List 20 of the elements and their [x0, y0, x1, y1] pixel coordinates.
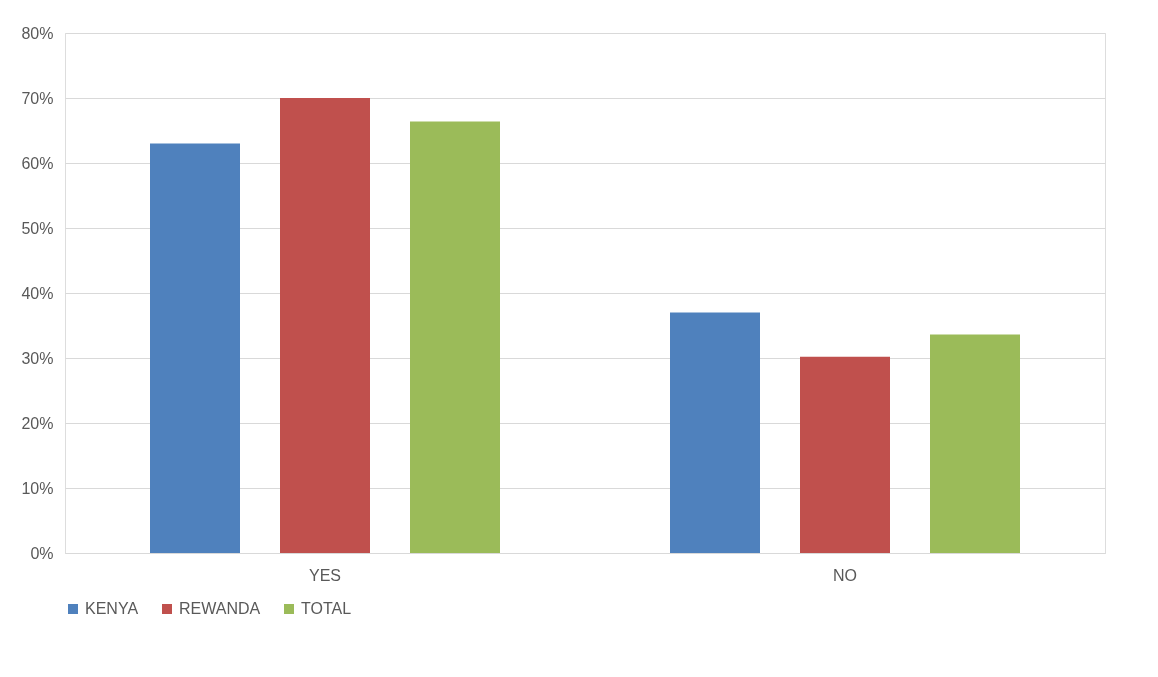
- y-tick-label: 20%: [21, 414, 54, 432]
- legend-label: REWANDA: [179, 600, 261, 617]
- bar: [280, 98, 370, 553]
- y-tick-label: 70%: [21, 89, 54, 107]
- bar: [670, 312, 760, 553]
- y-tick-label: 80%: [21, 24, 54, 42]
- y-tick-label: 30%: [21, 349, 54, 367]
- x-tick-label: NO: [833, 566, 857, 584]
- bar: [410, 121, 500, 553]
- y-tick-label: 40%: [21, 284, 54, 302]
- legend-label: KENYA: [85, 600, 139, 617]
- bar: [930, 334, 1020, 553]
- bar: [150, 143, 240, 553]
- x-tick-label: YES: [308, 566, 342, 584]
- bar: [800, 356, 890, 553]
- legend-label: TOTAL: [301, 600, 352, 617]
- y-tick-label: 0%: [30, 544, 54, 562]
- y-tick-label: 10%: [21, 479, 54, 497]
- y-tick-label: 60%: [21, 154, 54, 172]
- y-tick-label: 50%: [21, 219, 54, 237]
